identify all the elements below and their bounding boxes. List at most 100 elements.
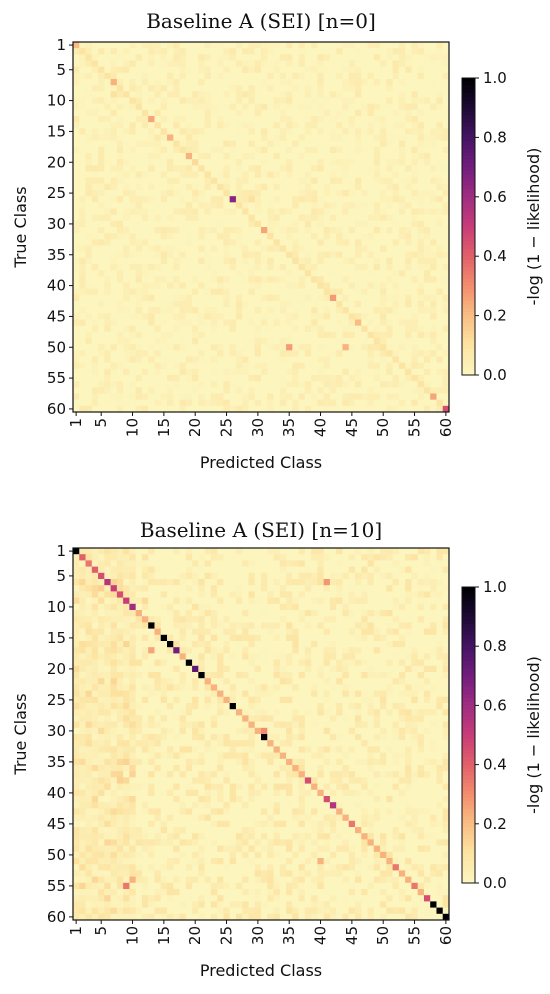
heatmap-cell: [185, 214, 193, 222]
heatmap-cell: [336, 381, 343, 388]
heatmap-cell: [148, 362, 155, 370]
heatmap-cell: [411, 350, 419, 357]
heatmap-cell: [242, 548, 249, 555]
heatmap-cell: [91, 616, 99, 623]
heatmap-cell: [380, 159, 387, 166]
heatmap-cell: [91, 405, 99, 413]
heatmap-cell: [355, 362, 362, 370]
heatmap-cell: [442, 560, 450, 567]
heatmap-cell: [198, 116, 205, 123]
heatmap-cell: [323, 202, 331, 209]
heatmap-cell: [254, 66, 262, 74]
heatmap-cell: [423, 313, 431, 320]
heatmap-cell: [79, 190, 86, 197]
heatmap-cell: [298, 294, 306, 302]
heatmap-cell: [98, 572, 105, 580]
heatmap-cell: [141, 665, 149, 673]
heatmap-cell: [304, 183, 312, 191]
heatmap-cell: [135, 227, 143, 234]
heatmap-cell: [173, 307, 180, 314]
heatmap-cell: [304, 251, 312, 259]
heatmap-cell: [110, 672, 118, 679]
x-tick-label: 25: [218, 418, 236, 437]
heatmap-cell: [73, 146, 80, 154]
heatmap-cell: [179, 634, 187, 642]
heatmap-cell: [386, 288, 393, 296]
heatmap-cell: [73, 239, 80, 246]
heatmap-cell: [336, 294, 343, 302]
heatmap-cell: [273, 319, 281, 327]
heatmap-cell: [367, 381, 375, 388]
heatmap-cell: [210, 313, 218, 320]
heatmap-cell: [248, 208, 256, 216]
heatmap-cell: [173, 399, 180, 407]
heatmap-cell: [248, 368, 256, 376]
heatmap-cell: [141, 171, 149, 179]
heatmap-cell: [304, 405, 312, 413]
heatmap-cell: [342, 313, 350, 320]
heatmap-cell: [442, 190, 450, 197]
heatmap-cell: [367, 610, 375, 617]
heatmap-cell: [392, 171, 400, 179]
heatmap-cell: [79, 338, 86, 345]
heatmap-cell: [355, 159, 362, 166]
heatmap-cell: [267, 610, 274, 617]
heatmap-cell: [323, 214, 331, 222]
heatmap-cell: [405, 97, 412, 105]
heatmap-cell: [148, 214, 155, 222]
heatmap-cell: [148, 79, 155, 86]
colorbar-segment: [462, 233, 475, 239]
heatmap-cell: [204, 251, 212, 259]
heatmap-cell: [248, 659, 256, 667]
heatmap-cell: [217, 665, 224, 673]
heatmap-cell: [73, 48, 80, 55]
heatmap-cell: [98, 672, 105, 679]
heatmap-cell: [273, 585, 281, 592]
heatmap-cell: [355, 54, 362, 61]
heatmap-cell: [323, 381, 331, 388]
heatmap-cell: [185, 122, 193, 129]
heatmap-cell: [135, 344, 143, 351]
heatmap-cell: [261, 103, 268, 111]
heatmap-cell: [242, 603, 249, 611]
heatmap-cell: [261, 597, 268, 605]
heatmap-cell: [204, 146, 212, 154]
heatmap-cell: [417, 647, 425, 654]
heatmap-cell: [91, 97, 99, 105]
heatmap-cell: [423, 405, 431, 413]
heatmap-cell: [223, 251, 231, 259]
heatmap-cell: [217, 264, 224, 271]
heatmap-cell: [267, 597, 274, 605]
heatmap-cell: [254, 659, 262, 667]
heatmap-cell: [192, 634, 199, 642]
heatmap-cell: [73, 356, 80, 364]
heatmap-cell: [298, 641, 306, 648]
heatmap-cell: [304, 659, 312, 667]
heatmap-cell: [242, 183, 249, 191]
heatmap-cell: [317, 171, 325, 179]
heatmap-cell: [73, 103, 80, 111]
heatmap-cell: [160, 647, 168, 654]
heatmap-cell: [185, 307, 193, 314]
heatmap-cell: [342, 171, 350, 179]
heatmap-cell: [392, 641, 400, 648]
heatmap-cell: [398, 214, 406, 222]
heatmap-cell: [436, 208, 444, 216]
heatmap-cell: [311, 48, 318, 55]
heatmap-cell: [405, 399, 412, 407]
heatmap-cell: [129, 659, 137, 667]
heatmap-cell: [242, 245, 249, 253]
heatmap-cell: [292, 134, 299, 142]
heatmap-cell: [367, 399, 375, 407]
heatmap-cell: [436, 362, 444, 370]
heatmap-cell: [298, 233, 306, 240]
heatmap-cell: [273, 66, 281, 74]
heatmap-cell: [185, 672, 193, 679]
heatmap-cell: [442, 313, 450, 320]
heatmap-cell: [405, 270, 412, 277]
heatmap-cell: [235, 672, 243, 679]
heatmap-cell: [298, 48, 306, 55]
heatmap-cell: [242, 368, 249, 376]
heatmap-cell: [248, 122, 256, 129]
heatmap-cell: [154, 597, 162, 605]
